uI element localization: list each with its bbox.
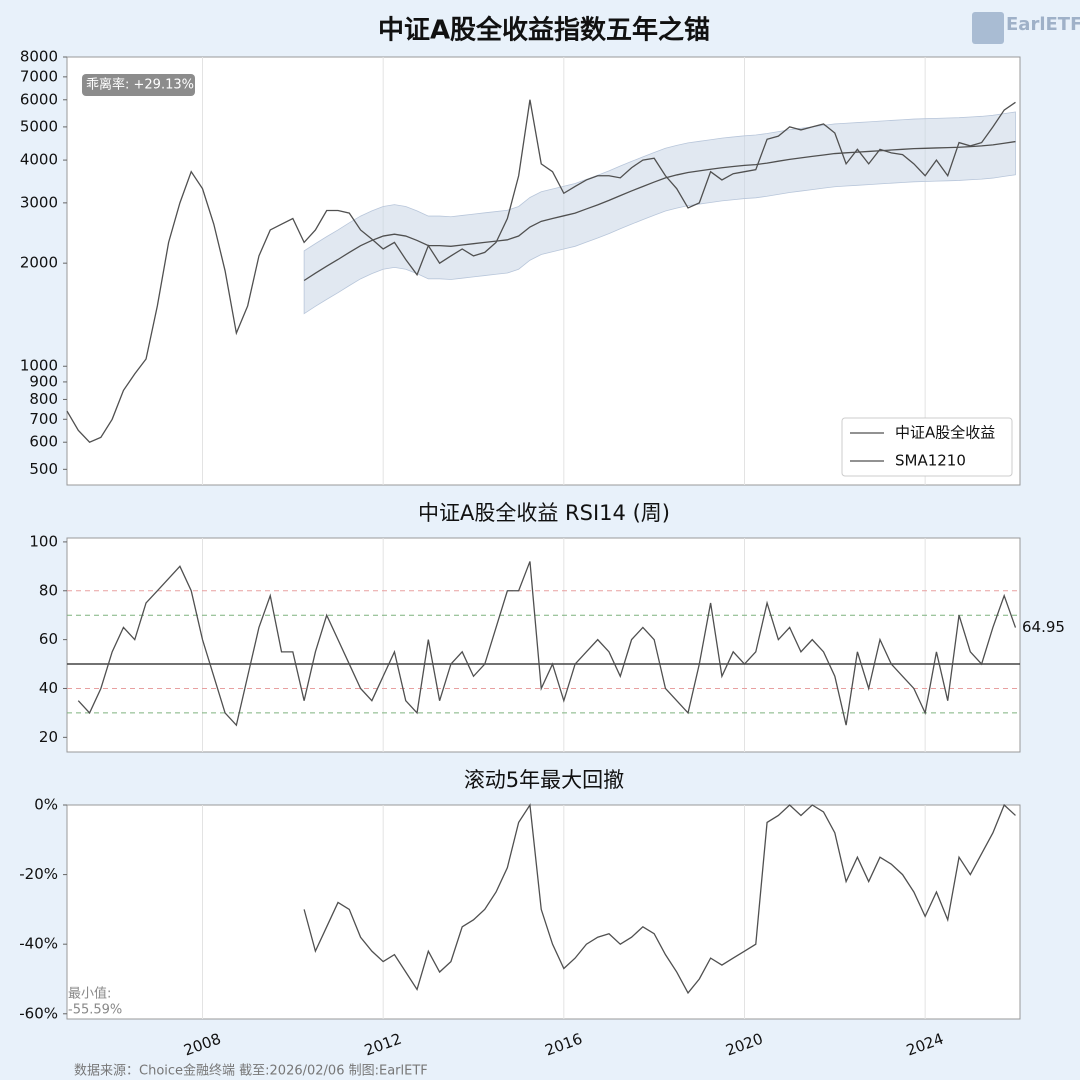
main-title: 中证A股全收益指数五年之锚 xyxy=(378,15,710,46)
y-tick-label: 8000 xyxy=(20,48,58,66)
min-annotation-title: 最小值: xyxy=(68,986,111,1002)
y-tick-label: 1000 xyxy=(20,357,58,375)
series-line xyxy=(77,561,1017,727)
y-tick-label: 20 xyxy=(39,728,58,746)
y-tick-label: -40% xyxy=(19,935,58,953)
panel-title: 滚动5年最大回撤 xyxy=(464,768,624,792)
legend-box xyxy=(841,417,1013,477)
y-tick-label: 40 xyxy=(39,679,58,697)
plot-area xyxy=(66,537,1021,753)
min-annotation-value: -55.59% xyxy=(68,1003,122,1018)
y-tick-label: 4000 xyxy=(20,151,58,169)
band-area xyxy=(303,111,1016,315)
y-tick-label: 900 xyxy=(29,372,58,390)
legend-label: 中证A股全收益 xyxy=(895,424,995,442)
y-tick-label: 80 xyxy=(39,581,58,599)
logo-icon xyxy=(972,12,1004,44)
annotation-box xyxy=(82,74,195,96)
last-value-label: 64.95 xyxy=(1022,618,1065,636)
series-line xyxy=(303,140,1016,282)
series-line xyxy=(303,803,1016,995)
series-line xyxy=(66,99,1016,443)
y-tick-label: 60 xyxy=(39,630,58,648)
y-tick-label: 700 xyxy=(29,410,58,428)
y-tick-label: 2000 xyxy=(20,254,58,272)
y-tick-label: 5000 xyxy=(20,117,58,135)
y-tick-label: 0% xyxy=(34,796,58,814)
plot-area xyxy=(66,804,1021,1020)
y-tick-label: -20% xyxy=(19,865,58,883)
y-tick-label: 800 xyxy=(29,390,58,408)
y-tick-label: -60% xyxy=(19,1004,58,1022)
logo: EarlETF xyxy=(1006,14,1080,35)
y-tick-label: 3000 xyxy=(20,193,58,211)
y-tick-label: 6000 xyxy=(20,90,58,108)
source-note: 数据来源：Choice金融终端 截至:2026/02/06 制图:EarlETF xyxy=(74,1063,428,1079)
y-tick-label: 7000 xyxy=(20,67,58,85)
y-tick-label: 500 xyxy=(29,460,58,478)
y-tick-label: 600 xyxy=(29,433,58,451)
legend-label: SMA1210 xyxy=(895,452,966,470)
annotation: 乖离率: +29.13% xyxy=(86,77,194,93)
panel-title: 中证A股全收益 RSI14 (周) xyxy=(418,501,670,525)
y-tick-label: 100 xyxy=(29,532,58,550)
